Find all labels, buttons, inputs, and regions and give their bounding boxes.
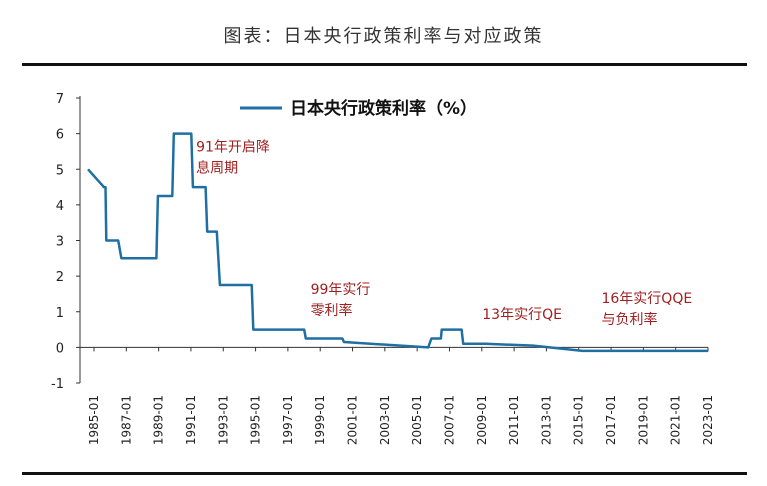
annotation-line: 91年开启降 (196, 139, 270, 155)
y-tick-label: 3 (56, 235, 64, 250)
annotation-line: 与负利率 (601, 311, 657, 328)
x-tick-label: 2015-01 (572, 395, 586, 445)
annotation-line: 16年实行QQE (601, 291, 692, 307)
x-tick-label: 2009-01 (475, 395, 489, 445)
x-tick-label: 1991-01 (184, 395, 198, 445)
y-tick-label: 5 (56, 163, 64, 178)
x-tick-label: 1989-01 (152, 395, 166, 445)
y-tick-label: 6 (56, 128, 64, 143)
x-tick-label: 2017-01 (604, 395, 618, 445)
legend: 日本央行政策利率（%） (240, 98, 477, 119)
legend-label: 日本央行政策利率（%） (290, 98, 477, 119)
series-layer (87, 132, 708, 353)
x-tick-label: 2023-01 (701, 395, 715, 445)
x-tick-label: 1997-01 (281, 395, 295, 445)
x-tick-label: 2013-01 (539, 395, 553, 445)
x-tick-label: 2021-01 (669, 395, 683, 445)
x-tick-label: 2011-01 (507, 395, 521, 445)
y-tick-label: 4 (56, 199, 64, 214)
x-tick-label: 1999-01 (313, 395, 327, 445)
x-tick-label: 1995-01 (249, 395, 263, 445)
y-axis-ticks: 7 6 5 4 3 2 1 0 -1 (51, 92, 80, 392)
x-tick-label: 2005-01 (410, 395, 424, 445)
chart-title: 图表：日本央行政策利率与对应政策 (223, 26, 544, 47)
annotation-line: 13年实行QE (482, 307, 562, 323)
bottom-rule (22, 472, 747, 475)
x-tick-label: 1985-01 (87, 395, 101, 445)
x-tick-label: 1993-01 (216, 395, 230, 445)
x-tick-label: 2019-01 (636, 395, 650, 445)
x-tick-label: 1987-01 (119, 395, 133, 445)
top-rule (22, 63, 747, 66)
y-tick-label: 1 (56, 306, 64, 321)
x-tick-label: 2007-01 (442, 395, 456, 445)
annotation-line: 零利率 (311, 302, 353, 319)
annotation: 16年实行QQE 与负利率 (601, 291, 692, 328)
annotation: 13年实行QE (482, 307, 562, 323)
y-tick-label: 2 (56, 270, 64, 285)
annotation-line: 99年实行 (311, 282, 371, 298)
chart-axes (79, 96, 708, 383)
x-axis-ticks: 1985-01 1987-01 1989-01 1991-01 1993-01 1995-… (87, 347, 715, 445)
y-tick-label: 0 (56, 341, 64, 356)
x-tick-label: 2001-01 (346, 395, 360, 445)
x-tick-label: 2003-01 (378, 395, 392, 445)
annotation-line: 息周期 (196, 159, 238, 176)
y-tick-label: -1 (51, 377, 64, 392)
y-tick-label: 7 (56, 92, 64, 107)
series-line (87, 132, 708, 353)
